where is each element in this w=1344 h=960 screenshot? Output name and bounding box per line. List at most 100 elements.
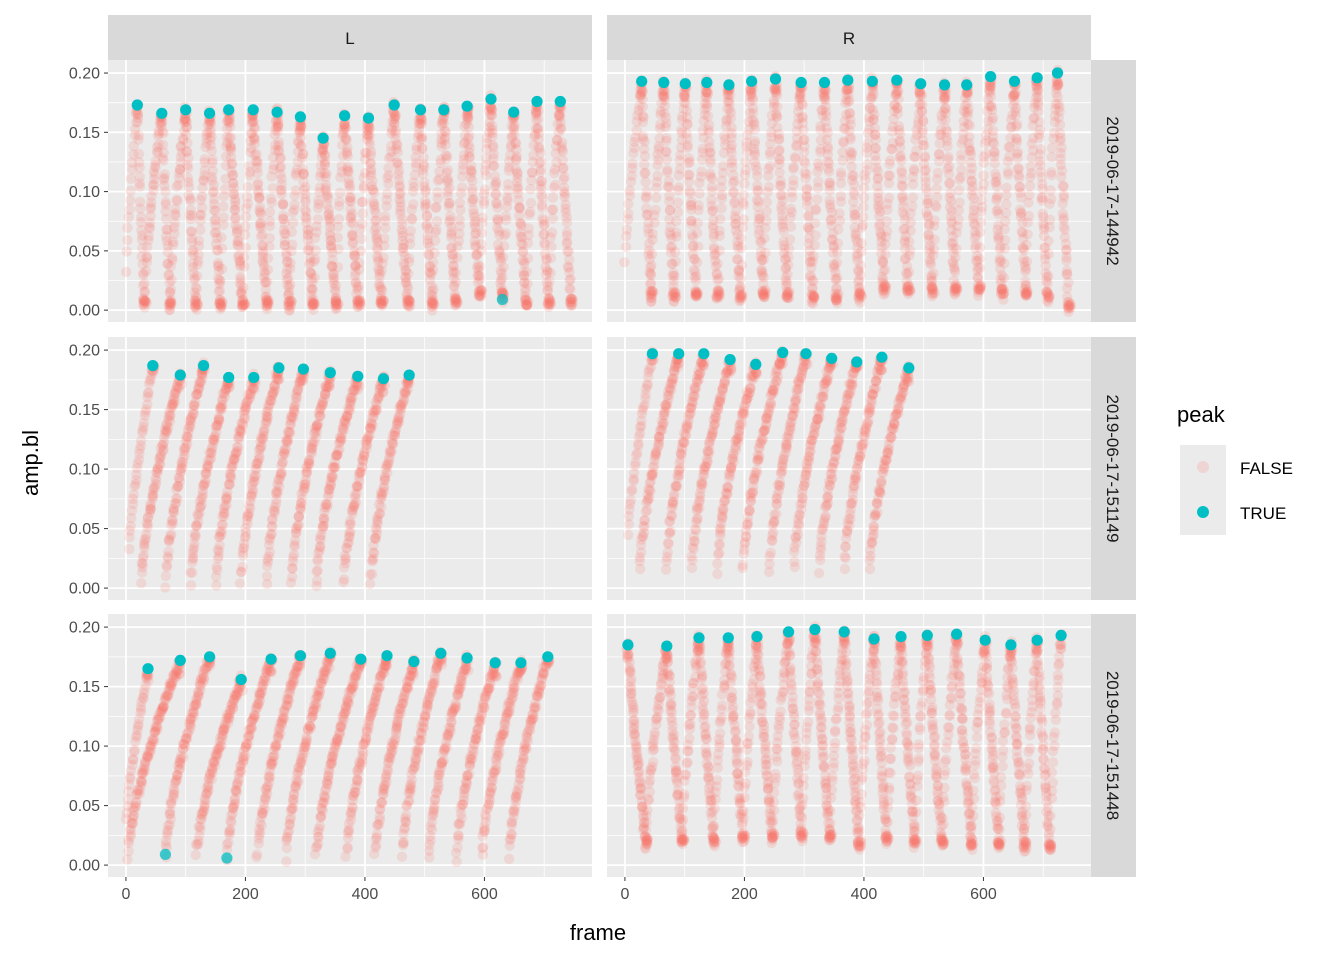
data-point-false <box>191 283 202 295</box>
data-point-false <box>211 244 222 256</box>
data-point-false <box>139 286 150 297</box>
data-point-false <box>521 300 533 311</box>
data-point-false <box>128 140 139 152</box>
data-point-false <box>273 374 284 385</box>
data-point-false <box>144 217 156 228</box>
data-point-false <box>327 471 339 483</box>
data-point-false <box>192 271 203 282</box>
data-point-false <box>235 274 246 285</box>
data-point-false <box>196 202 208 213</box>
data-point-false <box>205 127 216 139</box>
data-point-false <box>185 580 197 591</box>
data-point-false <box>172 195 183 207</box>
data-point-false <box>702 88 714 100</box>
data-point-false <box>991 194 1002 206</box>
data-point-false <box>668 491 680 502</box>
data-point-false <box>183 190 194 201</box>
data-point-false <box>231 228 242 239</box>
data-point-false <box>229 204 240 215</box>
data-point-false <box>206 131 217 143</box>
data-point-false <box>712 558 723 569</box>
data-point-false <box>148 185 159 196</box>
data-point-false <box>212 245 224 256</box>
data-point-false <box>178 117 190 128</box>
data-point-false <box>564 283 575 294</box>
data-point-false <box>240 221 251 232</box>
data-point-false <box>192 299 203 311</box>
data-point-false <box>559 171 570 183</box>
data-point-false <box>199 165 210 176</box>
data-point-false <box>954 197 965 208</box>
data-point-false <box>830 295 842 306</box>
data-point-false <box>497 272 508 283</box>
data-point-false <box>185 195 196 206</box>
data-point-false <box>160 206 171 217</box>
data-point-false <box>893 86 904 97</box>
data-point-false <box>196 191 208 202</box>
data-point-false <box>183 177 194 188</box>
data-point-false <box>1046 151 1057 163</box>
data-point-false <box>161 224 172 235</box>
data-point-false <box>421 210 433 221</box>
data-point-false <box>227 178 239 189</box>
data-point-false <box>138 295 150 307</box>
data-point-false <box>950 266 961 277</box>
data-point-false <box>264 233 275 244</box>
data-point-false <box>185 213 197 225</box>
data-point-false <box>758 272 769 283</box>
data-point-false <box>808 275 819 287</box>
data-point-false <box>736 233 747 244</box>
data-point-false <box>144 222 155 233</box>
data-point-false <box>637 117 649 128</box>
data-point-false <box>255 209 267 220</box>
data-point-false <box>233 240 244 252</box>
data-point-false <box>903 267 915 278</box>
data-point-false <box>143 234 154 246</box>
data-point-false <box>928 268 939 279</box>
data-point-false <box>1011 137 1022 148</box>
data-point-false <box>141 252 152 263</box>
data-point-false <box>174 167 185 179</box>
data-point-false <box>132 109 144 121</box>
data-point-false <box>477 212 488 223</box>
data-point-false <box>713 273 724 284</box>
data-point-false <box>186 210 197 221</box>
data-point-false <box>136 578 147 589</box>
data-point-false <box>813 176 824 187</box>
data-point-false <box>156 117 168 128</box>
data-point-false <box>728 177 739 189</box>
data-point-false <box>670 246 681 258</box>
data-point-false <box>402 300 413 312</box>
data-point-false <box>189 295 201 306</box>
data-point-false <box>738 189 749 201</box>
data-point-false <box>225 140 236 151</box>
data-point-false <box>377 285 388 296</box>
data-point-false <box>693 200 704 211</box>
data-point-false <box>190 530 201 541</box>
data-point-false <box>640 193 652 204</box>
data-point-false <box>249 138 261 150</box>
data-point-false <box>662 166 673 178</box>
data-point-false <box>152 130 164 141</box>
data-point-false <box>652 170 663 181</box>
data-point-false <box>259 266 270 277</box>
data-point-false <box>195 209 207 220</box>
data-point-false <box>463 121 474 132</box>
data-point-false <box>139 296 151 307</box>
data-point-false <box>165 297 177 308</box>
data-point-false <box>193 249 204 260</box>
data-point-false <box>189 295 201 306</box>
data-point-false <box>234 259 246 270</box>
data-point-false <box>122 222 133 233</box>
data-point-false <box>621 224 633 235</box>
data-point-false <box>162 258 173 269</box>
data-point-false <box>989 158 1000 169</box>
data-point-false <box>261 571 273 582</box>
data-point-false <box>296 153 308 164</box>
data-point-false <box>187 244 199 256</box>
data-point-false <box>1002 166 1014 177</box>
data-point-false <box>154 117 166 128</box>
data-point-false <box>181 116 192 127</box>
data-point-false <box>1046 167 1057 178</box>
data-point-false <box>138 297 149 308</box>
